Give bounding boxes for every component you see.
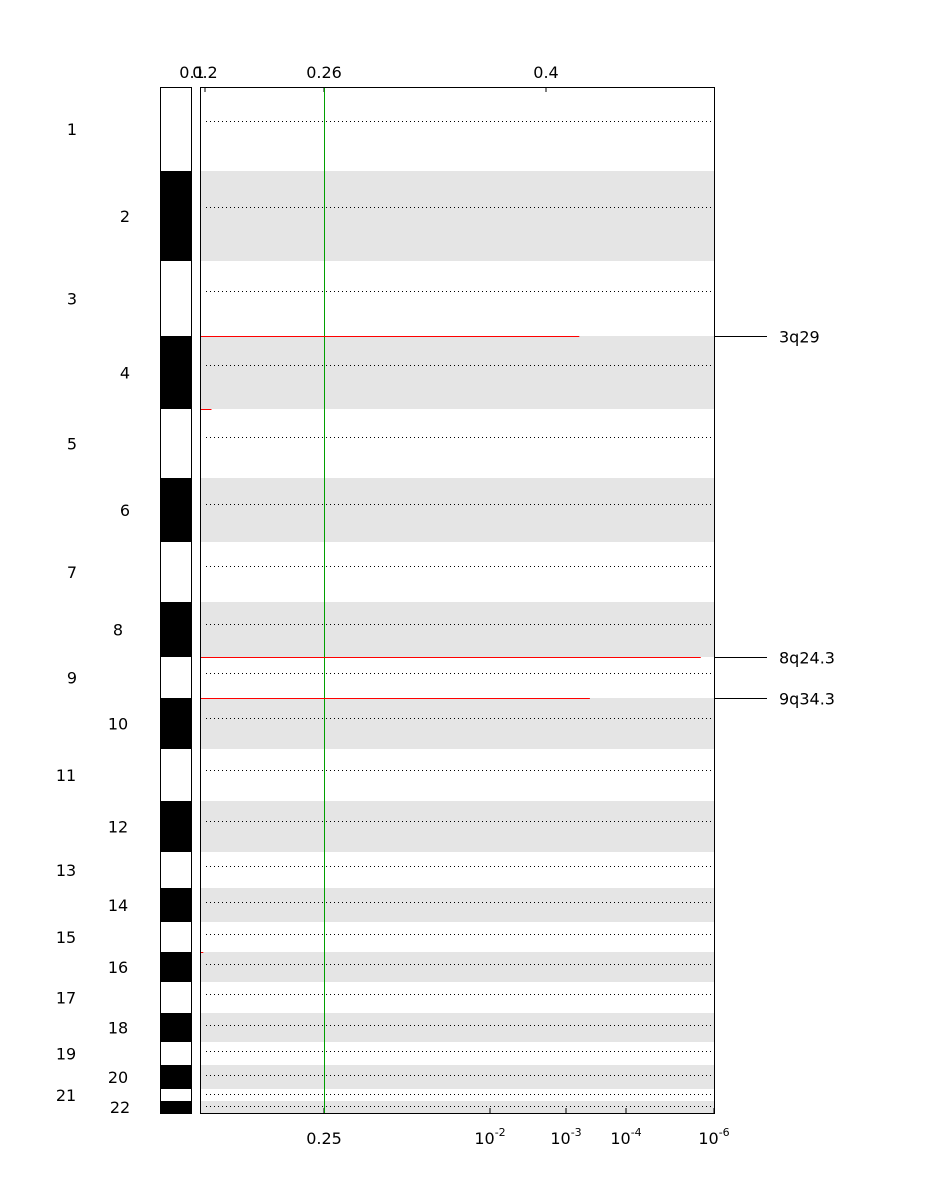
top-tick-label: 0.26 — [306, 63, 342, 82]
chromosome-label: 4 — [120, 364, 130, 383]
chromosome-label: 21 — [56, 1086, 76, 1105]
band-chr-2 — [200, 171, 714, 261]
band-chr-5 — [200, 409, 714, 478]
chromosome-label: 5 — [67, 435, 77, 454]
ideogram-chr-9 — [161, 657, 191, 698]
chromosome-bands — [200, 87, 714, 1113]
band-chr-12 — [200, 801, 714, 852]
top-tick-label: 0.1 — [179, 63, 204, 82]
band-chr-10 — [200, 698, 714, 749]
chromosome-label: 7 — [67, 563, 77, 582]
ideogram-chr-14 — [161, 888, 191, 922]
chromosome-label: 15 — [56, 928, 76, 947]
band-chr-15 — [200, 922, 714, 952]
top-tick-label: 0.2 — [192, 63, 217, 82]
bottom-axis: 0.25 10-2 10-3 10-4 10-6 — [306, 1108, 730, 1148]
peak-bars — [200, 336, 701, 953]
peak-label: 3q29 — [779, 328, 820, 347]
bottom-tick-label: 10-3 — [550, 1126, 581, 1148]
chromosome-label: 22 — [110, 1098, 130, 1117]
band-chr-22 — [200, 1101, 714, 1113]
ideogram-frame — [160, 87, 192, 1114]
ideogram-chr-20 — [161, 1065, 191, 1089]
ideogram-chr-12 — [161, 801, 191, 852]
chromosome-label: 13 — [56, 861, 76, 880]
ideogram-chr-13 — [161, 852, 191, 888]
top-tick-label: 0.4 — [533, 63, 558, 82]
ideogram-chr-8 — [161, 602, 191, 657]
ideogram-chr-15 — [161, 922, 191, 952]
chromosome-label: 3 — [67, 290, 77, 309]
band-chr-1 — [200, 87, 714, 171]
band-chr-7 — [200, 542, 714, 602]
chromosome-label: 14 — [108, 896, 128, 915]
bottom-tick-label: 10-6 — [698, 1126, 729, 1148]
band-chr-21 — [200, 1089, 714, 1101]
band-chr-14 — [200, 888, 714, 922]
chromosome-label: 17 — [56, 989, 76, 1008]
ideogram-chr-2 — [161, 171, 191, 261]
band-chr-13 — [200, 852, 714, 888]
band-chr-3 — [200, 261, 714, 336]
band-chr-9 — [200, 657, 714, 698]
ideogram-chr-11 — [161, 749, 191, 801]
band-chr-4 — [200, 336, 714, 409]
chromosome-label: 9 — [67, 669, 77, 688]
ideogram-chr-3 — [161, 261, 191, 336]
ideogram-chr-16 — [161, 952, 191, 982]
band-chr-18 — [200, 1013, 714, 1042]
ideogram-chr-6 — [161, 478, 191, 542]
ideogram-chr-1 — [161, 87, 191, 171]
band-chr-19 — [200, 1042, 714, 1065]
band-chr-17 — [200, 982, 714, 1013]
band-chr-6 — [200, 478, 714, 542]
chromosome-label: 10 — [108, 715, 128, 734]
plot-frame — [200, 87, 715, 1114]
band-chr-16 — [200, 952, 714, 982]
band-chr-8 — [200, 602, 714, 657]
peak-label: 9q34.3 — [779, 690, 835, 709]
band-chr-20 — [200, 1065, 714, 1089]
ideogram-chr-10 — [161, 698, 191, 749]
bottom-tick-label: 10-4 — [610, 1126, 641, 1148]
chromosome-label: 19 — [56, 1045, 76, 1064]
ideogram-chr-18 — [161, 1013, 191, 1042]
ideogram-chr-22 — [161, 1101, 191, 1113]
band-chr-11 — [200, 749, 714, 801]
chromosome-label: 20 — [108, 1068, 128, 1087]
chromosome-label: 2 — [120, 207, 130, 226]
chromosome-label: 18 — [108, 1019, 128, 1038]
top-axis: 0.10.2 0.26 0.4 — [179, 63, 559, 92]
ideogram-chr-21 — [161, 1089, 191, 1101]
tick-exponent: -3 — [571, 1126, 582, 1139]
chromosome-label: 12 — [108, 818, 128, 837]
tick-exponent: -2 — [495, 1126, 506, 1139]
chromosome-label: 11 — [56, 766, 76, 785]
chromosome-label: 8 — [113, 621, 123, 640]
chromosome-label: 1 — [67, 120, 77, 139]
gridlines — [206, 121, 712, 1107]
peak-label: 8q24.3 — [779, 649, 835, 668]
chromosome-label: 16 — [108, 958, 128, 977]
ideogram-chr-5 — [161, 409, 191, 478]
tick-exponent: -6 — [719, 1126, 730, 1139]
chromosome-ideogram — [161, 87, 191, 1113]
ideogram-chr-17 — [161, 982, 191, 1013]
bottom-tick-label: 10-2 — [474, 1126, 505, 1148]
peak-labels: 3q29 8q24.3 9q34.3 — [714, 328, 835, 709]
ideogram-chr-19 — [161, 1042, 191, 1065]
ideogram-chr-4 — [161, 336, 191, 409]
ideogram-chr-7 — [161, 542, 191, 602]
chromosome-label: 6 — [120, 501, 130, 520]
bottom-tick-label: 0.25 — [306, 1129, 342, 1148]
tick-exponent: -4 — [631, 1126, 642, 1139]
